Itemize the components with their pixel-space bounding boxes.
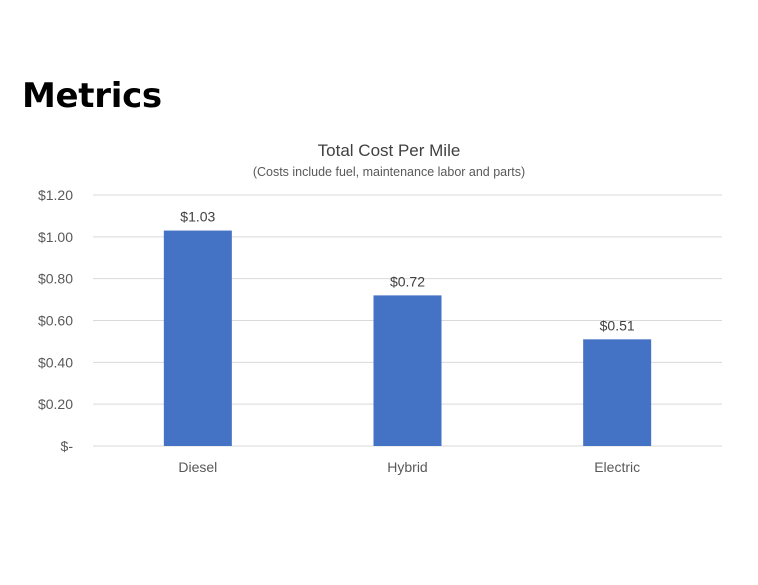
y-tick-label: $0.60 bbox=[38, 313, 73, 329]
data-label: $0.51 bbox=[600, 317, 635, 333]
data-label: $0.72 bbox=[390, 273, 425, 289]
chart-container: Total Cost Per Mile (Costs include fuel,… bbox=[0, 128, 758, 490]
y-tick-label: $0.80 bbox=[38, 271, 73, 287]
y-tick-label: $- bbox=[61, 438, 74, 454]
bar-chart: Total Cost Per Mile (Costs include fuel,… bbox=[0, 128, 758, 490]
y-tick-label: $1.00 bbox=[38, 229, 73, 245]
data-label: $1.03 bbox=[180, 209, 215, 225]
y-tick-label: $0.40 bbox=[38, 354, 73, 370]
data-labels: $1.03 $0.72 $0.51 bbox=[180, 209, 635, 334]
page-heading: Metrics bbox=[22, 76, 162, 116]
bar-hybrid bbox=[373, 295, 442, 446]
y-axis-tick-labels: $- $0.20 $0.40 $0.60 $0.80 $1.00 $1.20 bbox=[38, 187, 73, 454]
bar-diesel bbox=[163, 230, 232, 446]
chart-title: Total Cost Per Mile bbox=[318, 141, 461, 160]
x-tick-label: Diesel bbox=[178, 459, 217, 475]
x-axis-tick-labels: Diesel Hybrid Electric bbox=[178, 459, 640, 475]
bar-electric bbox=[583, 339, 652, 446]
x-tick-label: Electric bbox=[594, 459, 640, 475]
chart-subtitle: (Costs include fuel, maintenance labor a… bbox=[253, 165, 525, 179]
y-tick-label: $1.20 bbox=[38, 187, 73, 203]
y-tick-label: $0.20 bbox=[38, 396, 73, 412]
x-tick-label: Hybrid bbox=[387, 459, 427, 475]
bars bbox=[163, 230, 652, 446]
